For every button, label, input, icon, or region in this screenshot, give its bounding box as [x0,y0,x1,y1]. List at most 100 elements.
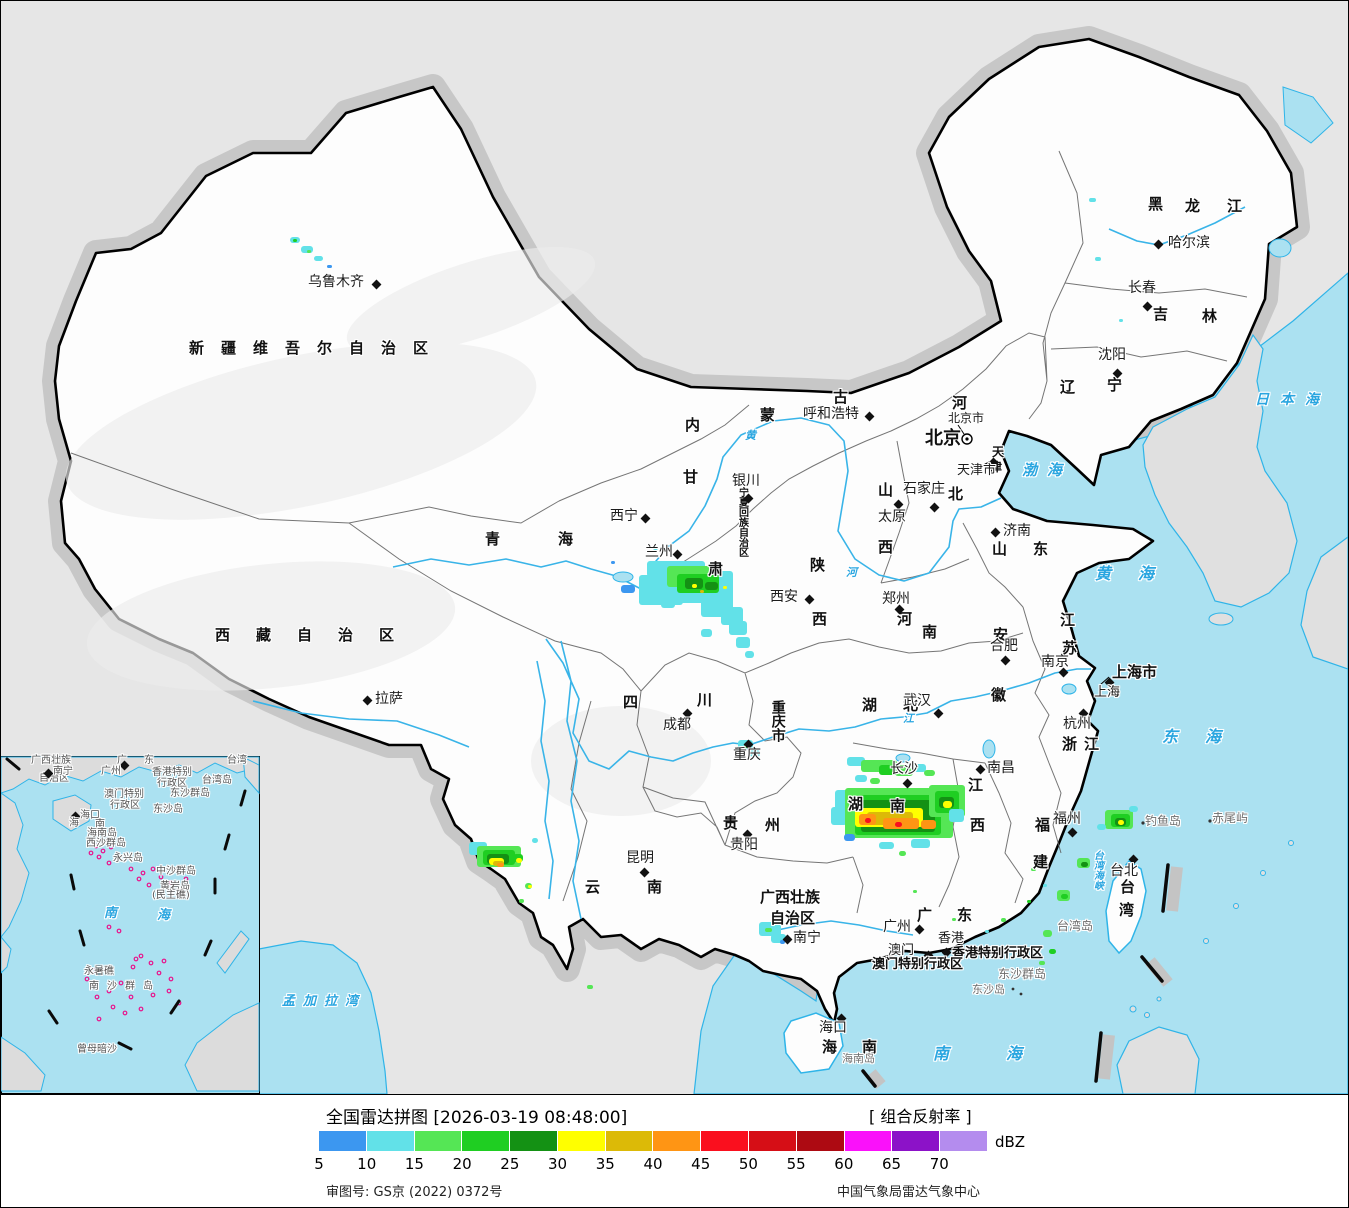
inset-island-dot [156,970,162,976]
terrain-shading [65,246,711,816]
radar-echo [1089,198,1096,202]
legend-tick: 55 [786,1155,806,1173]
inset-island-dot [106,924,112,930]
inset-island-dot [84,976,90,982]
inset-island-dot [158,874,164,880]
small-islands [1129,840,1294,1018]
legend-swatch [796,1131,844,1151]
radar-echo [855,775,867,782]
issuing-agency: 中国气象局雷达气象中心 [837,1185,981,1200]
radar-echo [939,958,943,961]
inset-island-dot [136,876,142,882]
radar-echo [952,918,956,921]
inset-island-dot [114,856,120,862]
inset-island-dot [96,854,102,860]
inset-island-dot [133,956,139,962]
legend-tick: 25 [500,1155,520,1173]
radar-echo [765,928,772,932]
legend-panel: 全国雷达拼图 [2026-03-19 08:48:00] [ 组合反射率 ] 5… [1,1095,1348,1207]
radar-echo [1119,319,1123,322]
hainan-island [783,1012,844,1074]
radar-echo [700,590,704,593]
china-radar-map: 新疆维吾尔自治区 西藏自治区 青海甘肃内蒙古宁夏回族自治区陕西山西河北山东河南安徽江… [1,1,1348,1095]
legend-tick: 5 [314,1155,324,1173]
legend-swatch [892,1131,940,1151]
radar-echo-layer [29,198,1138,989]
inset-island-dot [110,1004,116,1010]
japan-kyushu [1300,536,1348,670]
radar-echo [701,629,712,637]
rivers [252,206,1246,936]
legend-tick: 15 [404,1155,424,1173]
radar-echo [587,985,593,989]
inset-island-dot [108,844,114,850]
radar-echo [1129,806,1138,812]
inset-island-dot [88,850,94,856]
radar-echo [729,621,747,635]
radar-echo [745,651,754,658]
map-approval-number: 审图号: GS京 (2022) 0372号 [326,1185,503,1200]
radar-echo [870,778,880,784]
radar-echo [621,585,635,593]
legend-swatch [510,1131,557,1151]
radar-echo [831,807,847,825]
radar-echo [611,561,615,564]
radar-echo [519,899,524,903]
radar-echo [1043,884,1047,887]
radar-echo [532,838,538,843]
radar-echo [1081,862,1088,867]
taiwan-island [1105,859,1147,955]
radar-echo [1031,868,1036,871]
inset-island-dot [138,953,144,959]
radar-echo [1097,824,1106,830]
radar-echo [653,546,658,550]
legend-swatch [414,1131,462,1151]
map-canvas [1,1,1348,1094]
legend-swatch [844,1131,892,1151]
radar-echo [314,256,323,261]
legend-tick: 20 [452,1155,472,1173]
inset-island-dot [148,960,154,966]
radar-echo [879,842,894,849]
radar-echo [721,607,743,625]
inset-island-dot [146,882,152,888]
jeju-island [1208,612,1234,626]
province-borders [70,150,1248,914]
legend-swatch [319,1131,366,1151]
legend-swatch [462,1131,510,1151]
radar-echo [744,744,749,748]
inset-island-dot [183,876,189,882]
legend-swatch [605,1131,653,1151]
radar-echo [780,940,785,944]
inset-island-dot [128,994,134,1000]
inset-island-dot [94,994,100,1000]
radar-echo [685,578,703,589]
bay-of-bengal [258,940,388,1094]
legend-tick: 10 [357,1155,377,1173]
radar-echo [924,770,935,776]
radar-echo [750,750,760,757]
inset-island-dot [168,976,174,982]
inset-island-dot [106,988,112,994]
radar-echo [913,890,917,893]
radar-echo [1039,961,1045,965]
inset-island-dot [96,1016,102,1022]
inset-island-dot [91,968,97,974]
radar-echo [895,768,913,776]
radar-echo [1095,257,1101,261]
boundary-dashes-shadow [866,866,1183,1089]
inset-dash-line [5,757,247,1051]
inset-island-dot [130,964,136,970]
dbz-tick-labels: 5 10 15 20 25 30 35 40 45 50 55 60 65 70 [1,1155,1348,1173]
inset-island-dot [150,866,156,872]
inset-island-dot [106,860,112,866]
radar-echo [1001,918,1006,922]
legend-swatch [557,1131,605,1151]
inset-island-dot [118,980,124,986]
radar-echo [895,822,902,827]
radar-echo [736,637,750,648]
legend-tick: 60 [834,1155,854,1173]
radar-echo [1061,894,1068,899]
lakes [612,238,1292,763]
dbz-colorbar [319,1131,987,1151]
